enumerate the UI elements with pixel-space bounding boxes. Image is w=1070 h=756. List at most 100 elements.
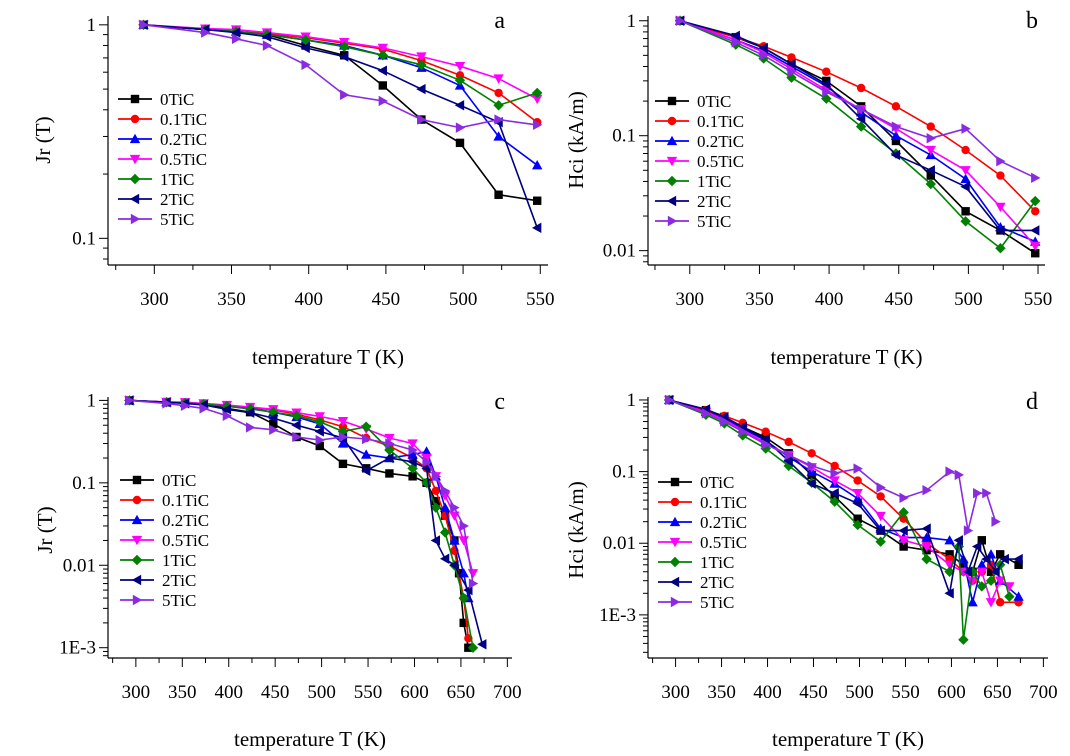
panel-letter: b: [1026, 8, 1038, 34]
data-point: [890, 149, 901, 161]
data-point: [1031, 172, 1041, 184]
legend-label: 0.5TiC: [160, 150, 207, 169]
data-point: [963, 525, 974, 536]
legend-marker: [131, 554, 143, 566]
data-point: [737, 421, 747, 433]
legend-label: 0.5TiC: [162, 531, 209, 550]
data-point: [244, 407, 255, 418]
legend-label: 5TiC: [162, 591, 196, 610]
panel-letter: a: [494, 8, 505, 34]
data-point: [829, 496, 840, 507]
data-point: [758, 42, 768, 54]
legend-marker: [129, 193, 140, 205]
data-point: [1030, 225, 1040, 236]
data-point: [416, 59, 427, 70]
data-point: [976, 567, 987, 577]
data-point: [971, 541, 982, 552]
data-point: [337, 417, 349, 427]
y-tick-label: 1: [627, 390, 637, 411]
panel-a: 300 350 400 450 500 550 1 0.1 temperature T (K) J…: [31, 8, 555, 369]
data-point: [314, 416, 325, 428]
data-point: [891, 136, 901, 146]
panel-b: 300 350 400 450 500 550 1 0.1 0.01 temperature T …: [564, 8, 1052, 369]
data-point: [455, 138, 465, 148]
legend-marker: [670, 596, 681, 608]
data-point: [449, 535, 460, 545]
data-point: [431, 496, 441, 506]
data-point: [994, 576, 1006, 586]
legend-marker: [670, 497, 680, 507]
data-point: [953, 541, 965, 552]
data-point: [494, 114, 504, 125]
x-tick-label: 450: [799, 682, 828, 703]
data-point: [976, 559, 987, 569]
data-point: [973, 487, 983, 499]
data-point: [477, 639, 487, 650]
data-point: [377, 65, 387, 76]
data-point: [829, 487, 839, 499]
legend-marker: [670, 477, 680, 487]
data-point: [995, 225, 1005, 236]
data-point: [230, 27, 241, 38]
legend-marker: [669, 576, 680, 588]
data-point: [856, 104, 867, 115]
data-point: [269, 419, 278, 429]
panel-letter: d: [1026, 389, 1038, 415]
data-point: [976, 581, 987, 592]
data-point: [385, 469, 394, 478]
legend-marker: [132, 475, 142, 485]
data-point: [407, 449, 418, 459]
legend-marker: [130, 114, 140, 124]
x-tick-label: 400: [294, 289, 323, 310]
legend-marker: [131, 574, 142, 586]
data-point: [999, 553, 1009, 565]
data-point: [784, 437, 793, 447]
data-point: [921, 532, 932, 542]
data-point: [269, 424, 279, 436]
data-point: [493, 100, 504, 111]
data-point: [960, 166, 971, 176]
data-point: [262, 40, 273, 51]
data-point: [945, 550, 954, 559]
legend-marker: [666, 175, 678, 187]
data-point: [961, 207, 970, 216]
x-tick-label: 400: [815, 289, 844, 310]
x-tick-label: 350: [217, 289, 246, 310]
data-point: [384, 452, 394, 464]
data-point: [786, 58, 796, 70]
data-point: [730, 30, 740, 41]
data-point: [921, 542, 932, 552]
data-point: [531, 222, 542, 234]
data-point: [830, 492, 839, 501]
data-point: [921, 523, 931, 534]
legend-marker: [131, 514, 143, 525]
data-point: [458, 568, 469, 578]
data-point: [1004, 591, 1015, 602]
data-point: [338, 431, 349, 443]
data-point: [531, 87, 543, 99]
data-point: [995, 202, 1006, 213]
legend-marker: [131, 535, 143, 546]
data-point: [454, 75, 466, 86]
legend-marker: [130, 213, 141, 225]
data-point: [967, 576, 978, 586]
series-2tic: [663, 394, 1023, 599]
data-point: [300, 42, 310, 54]
data-point: [339, 41, 350, 52]
x-tick-label: 400: [214, 682, 243, 703]
x-tick-label: 700: [493, 682, 522, 703]
legend-marker: [129, 154, 141, 165]
data-point: [962, 566, 973, 577]
legend-label: 0.1TiC: [700, 493, 747, 512]
data-point: [291, 420, 301, 431]
data-point: [340, 89, 350, 101]
data-point: [454, 100, 465, 111]
data-point: [377, 43, 389, 54]
data-point: [1031, 207, 1040, 216]
data-point: [898, 507, 909, 518]
data-point: [261, 31, 272, 42]
data-point: [454, 62, 466, 72]
